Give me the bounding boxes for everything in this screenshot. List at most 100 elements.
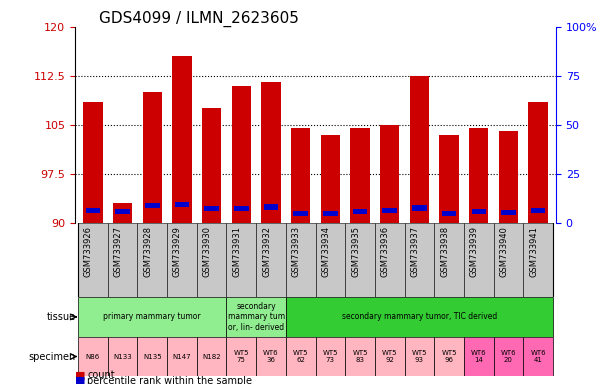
Text: N135: N135	[143, 354, 162, 359]
FancyBboxPatch shape	[227, 223, 256, 297]
Text: ■: ■	[75, 370, 85, 380]
Bar	[145, 203, 159, 209]
FancyBboxPatch shape	[167, 337, 197, 376]
Text: WT6
36: WT6 36	[263, 350, 279, 363]
Text: percentile rank within the sample: percentile rank within the sample	[87, 376, 252, 384]
Bar	[293, 211, 308, 216]
Bar	[261, 82, 281, 223]
Bar	[204, 206, 219, 211]
Bar	[202, 108, 221, 223]
Bar	[291, 128, 310, 223]
Text: WT6
14: WT6 14	[471, 350, 487, 363]
FancyBboxPatch shape	[345, 223, 375, 297]
Bar	[264, 204, 278, 210]
Text: GSM733927: GSM733927	[114, 226, 123, 277]
Bar	[86, 208, 100, 213]
Bar	[84, 102, 103, 223]
FancyBboxPatch shape	[256, 337, 286, 376]
FancyBboxPatch shape	[375, 337, 404, 376]
Bar	[501, 210, 516, 215]
Text: GSM733929: GSM733929	[173, 226, 182, 277]
Text: N182: N182	[203, 354, 221, 359]
Bar	[382, 208, 397, 213]
FancyBboxPatch shape	[138, 223, 167, 297]
Text: GSM733933: GSM733933	[291, 226, 300, 277]
Bar	[142, 92, 162, 223]
Bar	[234, 206, 249, 211]
FancyBboxPatch shape	[464, 337, 493, 376]
FancyBboxPatch shape	[435, 337, 464, 376]
FancyBboxPatch shape	[316, 337, 345, 376]
FancyBboxPatch shape	[286, 297, 553, 337]
FancyBboxPatch shape	[78, 337, 108, 376]
FancyBboxPatch shape	[493, 223, 523, 297]
Bar	[115, 209, 130, 214]
FancyBboxPatch shape	[286, 337, 316, 376]
Text: WT5
96: WT5 96	[441, 350, 457, 363]
Bar	[499, 131, 518, 223]
FancyBboxPatch shape	[464, 223, 493, 297]
Text: GDS4099 / ILMN_2623605: GDS4099 / ILMN_2623605	[99, 11, 299, 27]
Text: GSM733936: GSM733936	[380, 226, 389, 277]
Bar	[469, 128, 489, 223]
Text: tissue: tissue	[47, 312, 76, 322]
Text: WT5
92: WT5 92	[382, 350, 397, 363]
Text: GSM733941: GSM733941	[529, 226, 538, 277]
Text: WT5
62: WT5 62	[293, 350, 308, 363]
Text: WT5
93: WT5 93	[412, 350, 427, 363]
Text: WT5
83: WT5 83	[352, 350, 368, 363]
Text: WT5
75: WT5 75	[234, 350, 249, 363]
Text: GSM733928: GSM733928	[143, 226, 152, 277]
Text: GSM733930: GSM733930	[203, 226, 212, 277]
Text: GSM733932: GSM733932	[262, 226, 271, 277]
Text: GSM733931: GSM733931	[233, 226, 242, 277]
FancyBboxPatch shape	[493, 337, 523, 376]
Text: secondary
mammary tum
or, lin- derived: secondary mammary tum or, lin- derived	[228, 302, 285, 332]
FancyBboxPatch shape	[523, 337, 553, 376]
Text: WT5
73: WT5 73	[323, 350, 338, 363]
FancyBboxPatch shape	[227, 297, 286, 337]
Text: N133: N133	[113, 354, 132, 359]
Bar	[172, 56, 192, 223]
Bar	[412, 205, 427, 210]
FancyBboxPatch shape	[375, 223, 404, 297]
Text: GSM733939: GSM733939	[470, 226, 479, 277]
Bar	[113, 203, 132, 223]
Text: N86: N86	[86, 354, 100, 359]
Text: primary mammary tumor: primary mammary tumor	[103, 313, 201, 321]
FancyBboxPatch shape	[286, 223, 316, 297]
FancyBboxPatch shape	[78, 223, 108, 297]
FancyBboxPatch shape	[316, 223, 345, 297]
Bar	[439, 134, 459, 223]
Bar	[321, 134, 340, 223]
Text: WT6
41: WT6 41	[530, 350, 546, 363]
Bar	[531, 208, 545, 213]
Bar	[472, 209, 486, 214]
FancyBboxPatch shape	[108, 337, 138, 376]
FancyBboxPatch shape	[108, 223, 138, 297]
FancyBboxPatch shape	[227, 337, 256, 376]
Text: secondary mammary tumor, TIC derived: secondary mammary tumor, TIC derived	[342, 313, 497, 321]
Bar	[410, 76, 429, 223]
FancyBboxPatch shape	[404, 337, 435, 376]
FancyBboxPatch shape	[167, 223, 197, 297]
Bar	[442, 210, 456, 216]
Text: GSM733937: GSM733937	[410, 226, 419, 277]
FancyBboxPatch shape	[404, 223, 435, 297]
Text: ■: ■	[75, 376, 85, 384]
FancyBboxPatch shape	[78, 297, 227, 337]
Bar	[231, 86, 251, 223]
Text: GSM733926: GSM733926	[84, 226, 93, 277]
FancyBboxPatch shape	[345, 337, 375, 376]
Text: GSM733938: GSM733938	[440, 226, 449, 277]
Text: GSM733935: GSM733935	[351, 226, 360, 277]
Bar	[350, 128, 370, 223]
Bar	[380, 125, 400, 223]
FancyBboxPatch shape	[138, 337, 167, 376]
Bar	[528, 102, 548, 223]
Text: count: count	[87, 370, 115, 380]
FancyBboxPatch shape	[197, 337, 227, 376]
FancyBboxPatch shape	[435, 223, 464, 297]
Text: WT6
20: WT6 20	[501, 350, 516, 363]
Bar	[323, 210, 338, 216]
